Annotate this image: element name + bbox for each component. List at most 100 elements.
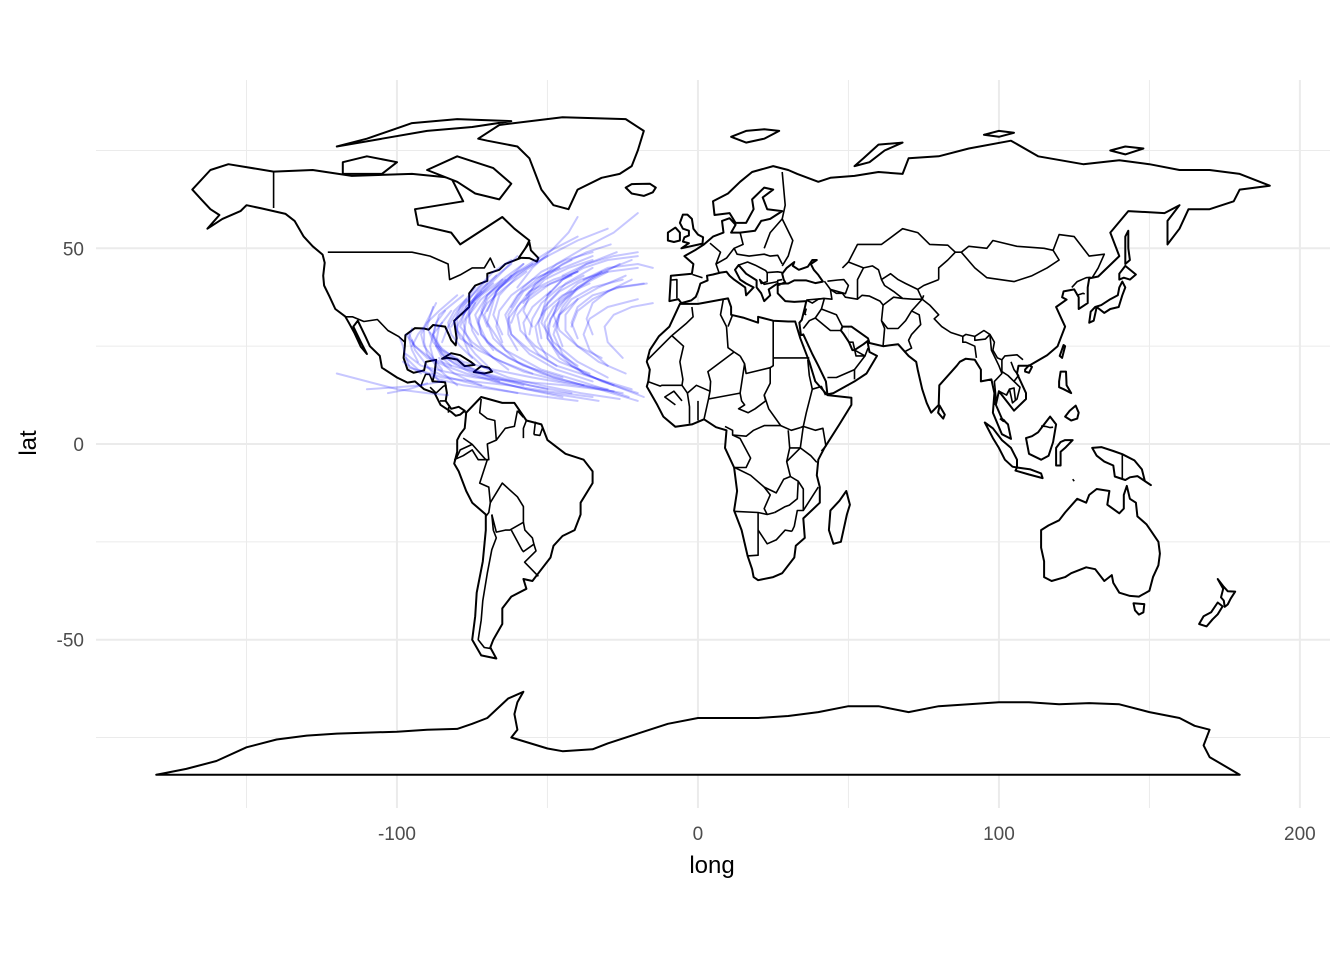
- hurricane-track: [450, 259, 513, 328]
- hurricane-track: [435, 345, 525, 387]
- country-border: [663, 390, 683, 406]
- y-tick-label: 50: [63, 239, 84, 260]
- x-tick-label: 0: [693, 824, 704, 845]
- hurricane-track: [429, 321, 444, 371]
- country-border: [727, 314, 734, 327]
- country-border: [709, 242, 722, 265]
- hurricane-track: [570, 282, 648, 340]
- land-victoria-island: [341, 155, 398, 175]
- hurricane-track: [552, 259, 633, 328]
- country-border: [786, 447, 818, 463]
- land-cuba: [441, 352, 476, 368]
- hurricane-track: [585, 278, 633, 336]
- x-tick-label: -100: [378, 824, 416, 845]
- land-svalbard: [730, 128, 781, 144]
- country-border: [715, 232, 744, 273]
- country-border: [477, 514, 498, 650]
- country-border: [478, 459, 492, 517]
- country-border: [671, 278, 678, 299]
- hurricane-track: [462, 263, 513, 316]
- hurricane-track: [552, 298, 645, 398]
- country-border: [881, 272, 939, 291]
- country-border: [791, 480, 805, 532]
- country-border: [921, 298, 1024, 361]
- hurricane-track: [468, 274, 498, 336]
- country-border: [516, 410, 524, 418]
- land-borneo: [1025, 415, 1058, 461]
- country-border: [1041, 425, 1054, 429]
- hurricane-track: [507, 255, 594, 383]
- hurricane-track: [534, 282, 591, 359]
- hurricane-track: [480, 263, 525, 328]
- hurricane-track: [546, 266, 639, 395]
- country-border: [345, 315, 406, 344]
- country-border: [758, 272, 778, 286]
- country-border: [719, 299, 728, 327]
- hurricane-track: [510, 270, 579, 324]
- hurricane-track: [522, 290, 558, 367]
- hurricane-track: [540, 266, 609, 379]
- land-layer: [155, 116, 1271, 776]
- hurricane-track: [486, 235, 579, 312]
- land-south-america: [453, 396, 594, 660]
- land-north-america: [191, 163, 531, 417]
- country-border: [776, 278, 783, 286]
- hurricane-track: [507, 274, 573, 352]
- land-eurasia: [668, 139, 1271, 440]
- land-canadian-arctic-islands: [335, 118, 513, 148]
- country-border: [707, 351, 735, 392]
- country-border: [455, 443, 473, 459]
- country-border: [1010, 361, 1020, 382]
- country-border: [821, 308, 844, 327]
- country-border: [880, 296, 924, 330]
- land-great-britain: [678, 213, 705, 250]
- hurricane-track: [564, 274, 627, 375]
- hurricane-track: [477, 270, 528, 352]
- land-iceland: [624, 182, 657, 197]
- country-border: [647, 335, 685, 387]
- country-border: [733, 247, 783, 265]
- hurricane-track: [603, 302, 654, 359]
- land-baffin-island: [426, 155, 513, 201]
- country-border: [462, 398, 498, 461]
- hurricane-track: [459, 282, 609, 391]
- country-border: [1001, 359, 1021, 404]
- country-border: [903, 310, 922, 353]
- country-border: [522, 420, 528, 439]
- hurricane-track: [462, 278, 621, 400]
- hurricane-track: [405, 333, 549, 391]
- land-australia: [1040, 484, 1161, 598]
- hurricane-track: [477, 255, 585, 387]
- country-border: [763, 320, 801, 432]
- axis-ticks: -100 0 100 200 -50 0 50: [57, 239, 1316, 845]
- land-ireland: [666, 226, 681, 243]
- land-philippines-mindanao: [1064, 404, 1080, 422]
- country-border: [671, 306, 694, 337]
- country-border: [989, 334, 1003, 406]
- x-axis-title: long: [689, 852, 734, 879]
- country-border: [847, 227, 956, 263]
- country-border: [805, 297, 825, 304]
- country-border: [973, 333, 991, 342]
- hurricane-track: [423, 329, 459, 387]
- country-border: [961, 336, 978, 359]
- land-newfoundland: [517, 241, 540, 263]
- country-border: [853, 349, 866, 380]
- hurricane-track: [486, 263, 630, 398]
- country-border: [789, 425, 805, 449]
- country-border: [937, 233, 1106, 280]
- country-border: [734, 466, 772, 515]
- country-border: [803, 425, 827, 452]
- country-border: [708, 392, 741, 400]
- y-tick-label: 0: [73, 435, 84, 456]
- land-philippines-luzon: [1058, 370, 1073, 395]
- hurricane-track: [456, 290, 489, 367]
- country-border: [960, 249, 1060, 283]
- y-axis-title: lat: [15, 430, 42, 456]
- country-border: [533, 421, 537, 435]
- y-tick-label: -50: [57, 631, 84, 652]
- hurricane-track: [582, 263, 654, 281]
- hurricane-track: [516, 270, 591, 375]
- hurricane-track: [420, 294, 459, 359]
- hurricane-track: [510, 251, 594, 308]
